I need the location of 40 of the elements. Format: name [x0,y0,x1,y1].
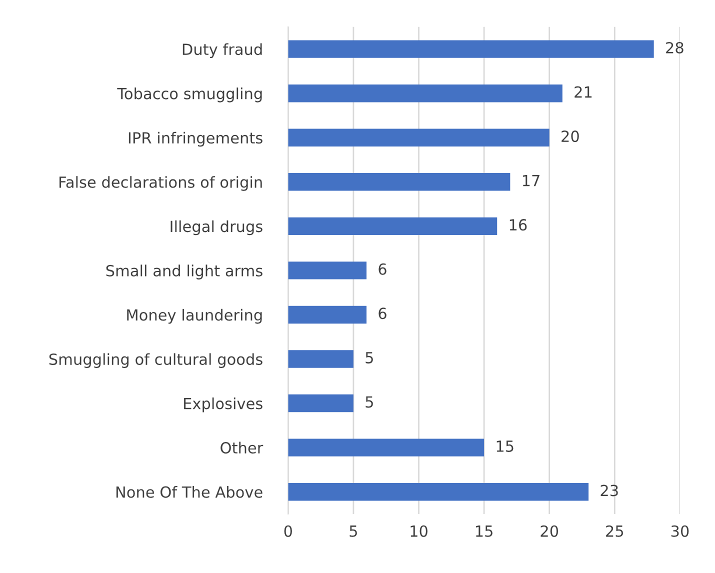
y-tick-label: Other [220,442,264,454]
y-tick-label: Illegal drugs [170,220,262,236]
bar [288,84,562,102]
data-label: 6 [378,308,386,320]
data-label: 20 [562,130,579,142]
data-label: 16 [510,219,527,231]
data-label: 5 [366,396,373,408]
data-label: 15 [496,440,514,452]
data-label: 6 [378,263,386,275]
bar [288,306,367,324]
data-label: 28 [666,42,684,54]
data-label: 21 [574,86,592,98]
y-tick-label: False declarations of origin [60,176,262,191]
y-tick-label: Duty fraud [182,43,262,58]
x-tick-label: 10 [410,525,428,537]
y-tick-label: Small and light arms [106,264,262,280]
x-tick-label: 30 [671,525,689,537]
y-tick-label: Money laundering [127,308,262,324]
y-tick-label: IPR infringements [128,132,262,147]
bar [288,394,354,412]
bar [288,350,354,368]
data-label: 17 [522,174,540,186]
bar [288,262,367,280]
bar [288,217,498,236]
y-tick-label: Explosives [184,397,262,412]
data-label: 5 [366,352,373,364]
bar [288,482,589,501]
x-tick-label: 5 [350,526,357,537]
bar [288,128,550,146]
y-tick-label: None Of The Above [116,486,262,498]
bar [288,40,654,58]
bar [288,173,510,191]
data-label: 23 [600,484,618,496]
y-tick-label: Tobacco smuggling [117,88,262,102]
x-tick-label: 25 [606,525,624,537]
bar [288,438,484,456]
x-tick-label: 20 [540,525,558,537]
x-tick-label: 15 [476,526,492,537]
y-tick-label: Smuggling of cultural goods [49,353,262,368]
x-tick-label: 0 [284,525,292,537]
